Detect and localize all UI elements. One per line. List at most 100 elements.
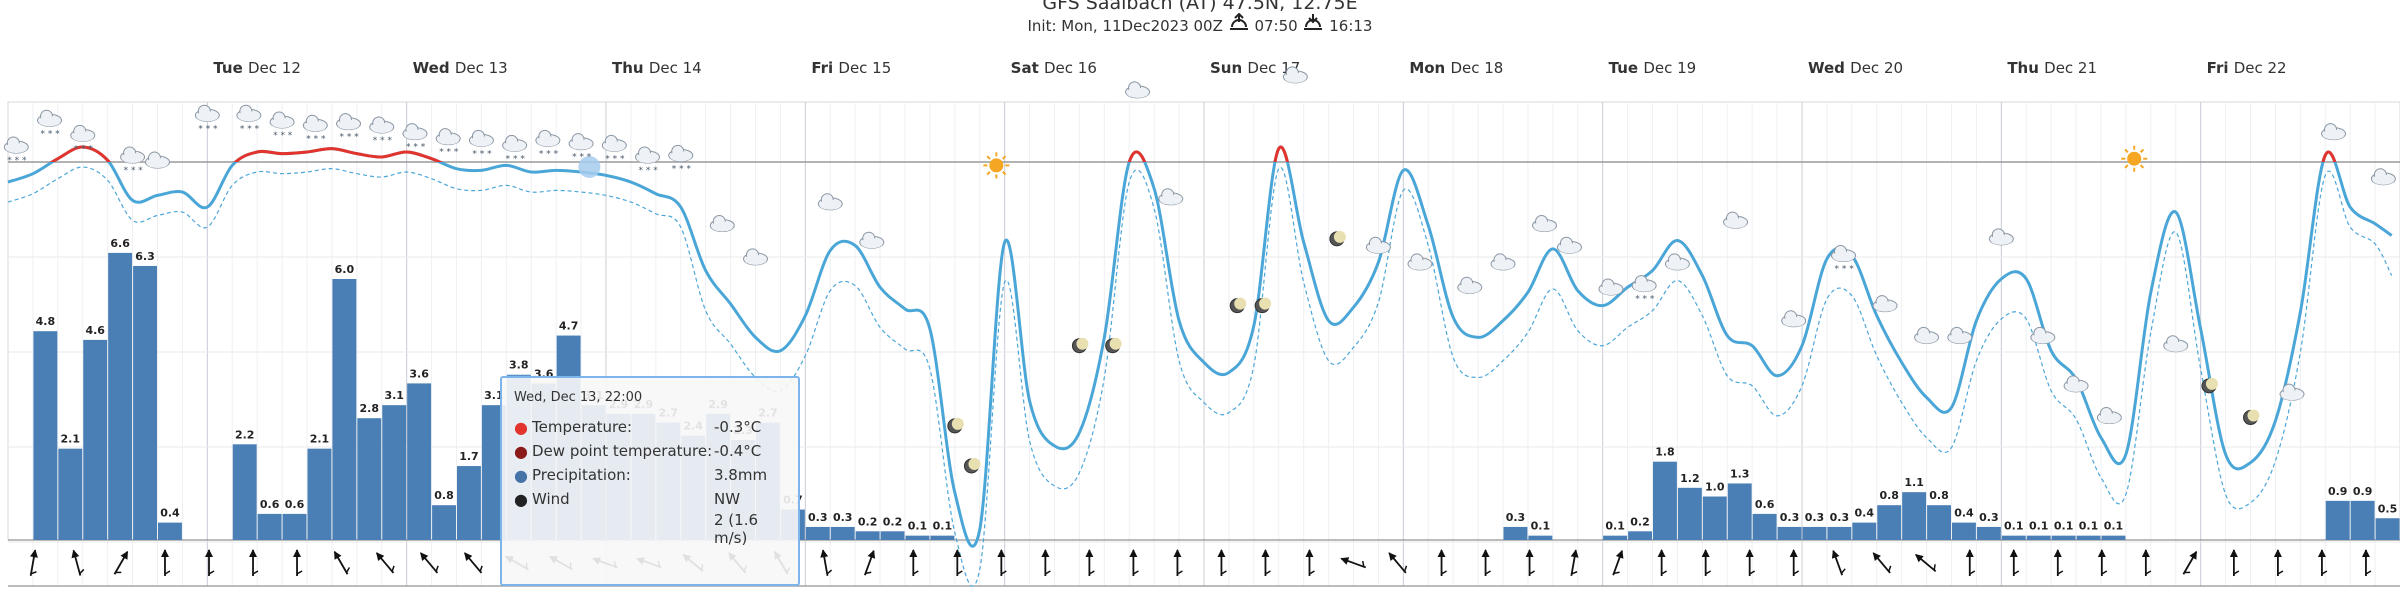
- precipitation-bar: [282, 513, 307, 540]
- wind-arrow-icon: [29, 549, 38, 576]
- precipitation-value-label: 0.5: [2378, 502, 2398, 515]
- wind-arrow-icon: [204, 549, 215, 576]
- svg-text:* * *: * * *: [439, 148, 459, 158]
- precipitation-value-label: 0.4: [160, 507, 180, 520]
- cloud-icon: [1282, 66, 1308, 84]
- precipitation-value-label: 0.8: [434, 489, 454, 502]
- precipitation-value-label: 0.3: [808, 511, 828, 524]
- precipitation-value-label: 0.1: [933, 520, 953, 533]
- cloud-icon: [1365, 236, 1391, 254]
- cloud-icon: [1872, 295, 1898, 313]
- wind-arrow-icon: [863, 549, 876, 576]
- snow-cloud-icon: * * *: [236, 104, 262, 134]
- cloud-icon: [817, 193, 843, 211]
- snow-cloud-icon: * * *: [1631, 275, 1657, 305]
- precipitation-bar: [2350, 500, 2375, 540]
- precipitation-bar: [2026, 535, 2051, 540]
- cloud-icon: [1125, 81, 1151, 99]
- wind-arrow-icon: [2053, 549, 2064, 576]
- precipitation-value-label: 0.1: [908, 520, 928, 533]
- precipitation-value-label: 0.9: [2353, 485, 2373, 498]
- precipitation-bar: [1827, 526, 1852, 540]
- day-label: Tue Dec 19: [1609, 59, 1697, 77]
- precipitation-value-label: 0.2: [883, 515, 903, 528]
- day-label: Tue Dec 12: [213, 59, 301, 77]
- temperature-line: [7, 145, 2393, 548]
- precipitation-bar: [2001, 535, 2026, 540]
- cloud-icon: [709, 215, 735, 232]
- precipitation-bar: [1603, 535, 1628, 540]
- wind-arrow-icon: [1085, 549, 1095, 576]
- snow-cloud-icon: * * *: [668, 144, 694, 174]
- wind-arrow-icon: [376, 552, 395, 574]
- snow-cloud-icon: * * *: [601, 134, 627, 164]
- precipitation-bar: [1952, 522, 1976, 540]
- wind-arrow-icon: [1657, 549, 1668, 576]
- snow-cloud-icon: * * *: [302, 114, 328, 144]
- day-label: Wed Dec 13: [413, 59, 508, 77]
- moon-icon: [947, 417, 964, 434]
- wind-arrow-icon: [113, 550, 129, 575]
- precipitation-value-label: 3.6: [409, 367, 429, 380]
- precipitation-value-label: 0.1: [1531, 520, 1551, 533]
- precipitation-bar: [457, 466, 481, 540]
- precipitation-bar: [2076, 535, 2101, 540]
- wind-arrow-icon: [2182, 550, 2198, 575]
- tooltip-row-precipitation: ● Precipitation: 3.8mm: [514, 465, 768, 485]
- tooltip-header: Wed, Dec 13, 22:00: [514, 390, 643, 405]
- precipitation-value-label: 0.3: [1805, 511, 1825, 524]
- precipitation-bar: [1677, 487, 1702, 540]
- wind-arrow-icon: [997, 549, 1007, 576]
- precipitation-value-label: 0.1: [2079, 520, 2099, 533]
- wind-arrow-icon: [71, 549, 85, 576]
- wind-arrow-icon: [1041, 549, 1051, 576]
- precipitation-bar: [33, 331, 58, 540]
- precipitation-bar: [257, 513, 282, 540]
- hover-tooltip: Wed, Dec 13, 22:00 ● Temperature: -0.3°C…: [500, 376, 800, 586]
- precipitation-value-label: 0.1: [2004, 520, 2024, 533]
- precipitation-value-label: 0.1: [2104, 520, 2124, 533]
- snow-cloud-icon: * * *: [1831, 245, 1857, 275]
- precipitation-bar: [133, 265, 157, 540]
- precipitation-value-label: 0.3: [1506, 511, 1526, 524]
- precipitation-value-label: 1.2: [1680, 472, 1700, 485]
- wind-arrow-icon: [1481, 549, 1491, 576]
- wind-arrow-icon: [1129, 549, 1139, 576]
- precipitation-value-label: 1.0: [1705, 481, 1725, 494]
- svg-text:* * *: * * *: [639, 166, 659, 176]
- precipitation-bar: [83, 339, 108, 540]
- precipitation-bar: [1877, 505, 1902, 540]
- precipitation-bar: [2101, 535, 2126, 540]
- cloud-icon: [1947, 326, 1973, 344]
- precipitation-bar: [1503, 526, 1528, 540]
- precipitation-value-label: 4.7: [559, 320, 579, 333]
- wind-arrow-icon: [953, 549, 963, 576]
- precipitation-value-label: 0.9: [2328, 485, 2348, 498]
- precipitation-bar: [1628, 531, 1652, 540]
- svg-text:* * *: * * *: [240, 124, 260, 134]
- cloud-icon: [1781, 310, 1807, 328]
- wind-arrow-icon: [1437, 549, 1447, 576]
- tooltip-row-wind: ● Wind NW: [514, 489, 741, 509]
- svg-text:* * *: * * *: [539, 149, 559, 159]
- wind-arrows: [29, 549, 2372, 576]
- snow-cloud-icon: * * *: [120, 146, 146, 176]
- sunrise-icon: [1228, 12, 1250, 35]
- day-label: Wed Dec 20: [1808, 59, 1903, 77]
- precipitation-value-label: 0.3: [1979, 511, 1999, 524]
- precipitation-bar: [1852, 522, 1877, 540]
- day-label: Thu Dec 21: [2007, 59, 2097, 77]
- precipitation-bar: [481, 405, 506, 540]
- wind-arrow-icon: [249, 549, 259, 576]
- wind-arrow-icon: [1831, 549, 1846, 576]
- moon-icon: [2243, 409, 2260, 426]
- wind-arrow-icon: [2141, 549, 2152, 576]
- wind-arrow-icon: [909, 549, 919, 576]
- precipitation-value-label: 0.3: [833, 511, 853, 524]
- precipitation-bar: [930, 535, 955, 540]
- cloud-icon: [1914, 326, 1940, 344]
- svg-text:* * *: * * *: [340, 133, 360, 143]
- cloud-icon: [145, 151, 170, 169]
- day-label: Thu Dec 14: [612, 59, 702, 77]
